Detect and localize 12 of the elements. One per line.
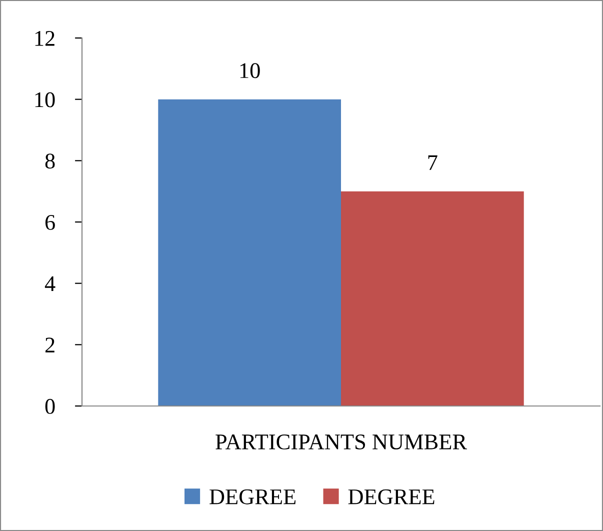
y-tick-label: 2 bbox=[45, 338, 54, 352]
legend-label: DEGREE bbox=[210, 489, 296, 504]
y-tick-label: 0 bbox=[45, 398, 55, 414]
y-tick-label: 4 bbox=[44, 276, 56, 292]
y-tick-label: 10 bbox=[35, 92, 55, 108]
legend-label: DEGREE bbox=[348, 489, 434, 504]
y-tick-label: 12 bbox=[35, 30, 54, 46]
y-tick-label: 6 bbox=[45, 214, 55, 230]
data-label: 10 bbox=[240, 63, 260, 78]
data-label: 7 bbox=[428, 155, 438, 170]
x-tick-label: PARTICIPANTS NUMBER bbox=[216, 434, 467, 450]
y-tick-label: 8 bbox=[45, 154, 55, 169]
